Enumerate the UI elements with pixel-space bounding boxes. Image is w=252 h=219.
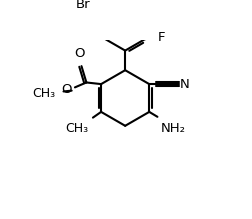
Text: CH₃: CH₃	[32, 87, 55, 100]
Text: NH₂: NH₂	[161, 122, 186, 135]
Text: O: O	[61, 83, 72, 95]
Text: Br: Br	[76, 0, 91, 11]
Text: N: N	[179, 78, 189, 91]
Text: CH₃: CH₃	[65, 122, 88, 135]
Text: O: O	[75, 47, 85, 60]
Text: F: F	[157, 31, 165, 44]
